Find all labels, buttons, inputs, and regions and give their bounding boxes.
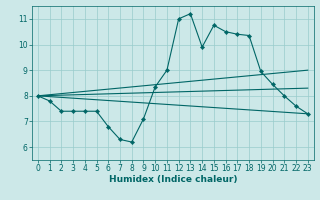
X-axis label: Humidex (Indice chaleur): Humidex (Indice chaleur) (108, 175, 237, 184)
